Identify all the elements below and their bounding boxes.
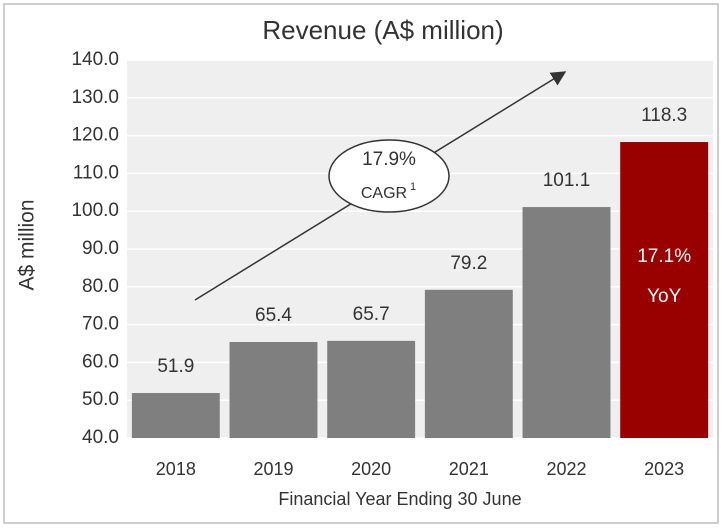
x-tick-label: 2022 (546, 459, 586, 479)
bar (522, 207, 611, 438)
bar (620, 142, 709, 438)
y-tick-label: 70.0 (82, 314, 119, 335)
chart-title: Revenue (A$ million) (262, 15, 503, 45)
value-label: 51.9 (157, 356, 194, 377)
value-label: 118.3 (641, 105, 687, 126)
y-axis-label: A$ million (16, 199, 39, 290)
y-tick-label: 90.0 (82, 238, 119, 259)
value-label: 65.4 (255, 305, 292, 326)
y-tick-label: 120.0 (71, 125, 119, 146)
y-tick-label: 40.0 (82, 427, 119, 448)
y-tick-label: 100.0 (71, 200, 119, 221)
x-tick-label: 2018 (156, 459, 196, 479)
y-tick-label: 60.0 (82, 351, 119, 372)
x-tick-label: 2020 (351, 459, 391, 479)
x-axis-label: Financial Year Ending 30 June (278, 489, 521, 509)
x-tick-label: 2023 (644, 459, 684, 479)
bar (424, 289, 513, 438)
bar (327, 340, 416, 438)
yoy-rate: 17.1% (637, 246, 691, 267)
bar (131, 393, 220, 438)
y-tick-label: 130.0 (71, 87, 119, 108)
y-tick-label: 50.0 (82, 389, 119, 410)
cagr-label: CAGR (361, 185, 407, 202)
y-tick-label: 80.0 (82, 276, 119, 297)
bar (229, 341, 318, 438)
yoy-label: YoY (647, 286, 681, 307)
value-label: 65.7 (353, 304, 390, 325)
cagr-footnote: 1 (410, 181, 416, 193)
y-tick-label: 110.0 (73, 162, 119, 183)
cagr-ellipse (328, 139, 450, 213)
x-tick-label: 2021 (449, 459, 489, 479)
value-label: 101.1 (543, 170, 591, 191)
y-tick-label: 140.0 (71, 49, 119, 70)
x-tick-label: 2019 (253, 459, 293, 479)
cagr-rate: 17.9% (362, 149, 416, 170)
value-label: 79.2 (450, 253, 487, 274)
